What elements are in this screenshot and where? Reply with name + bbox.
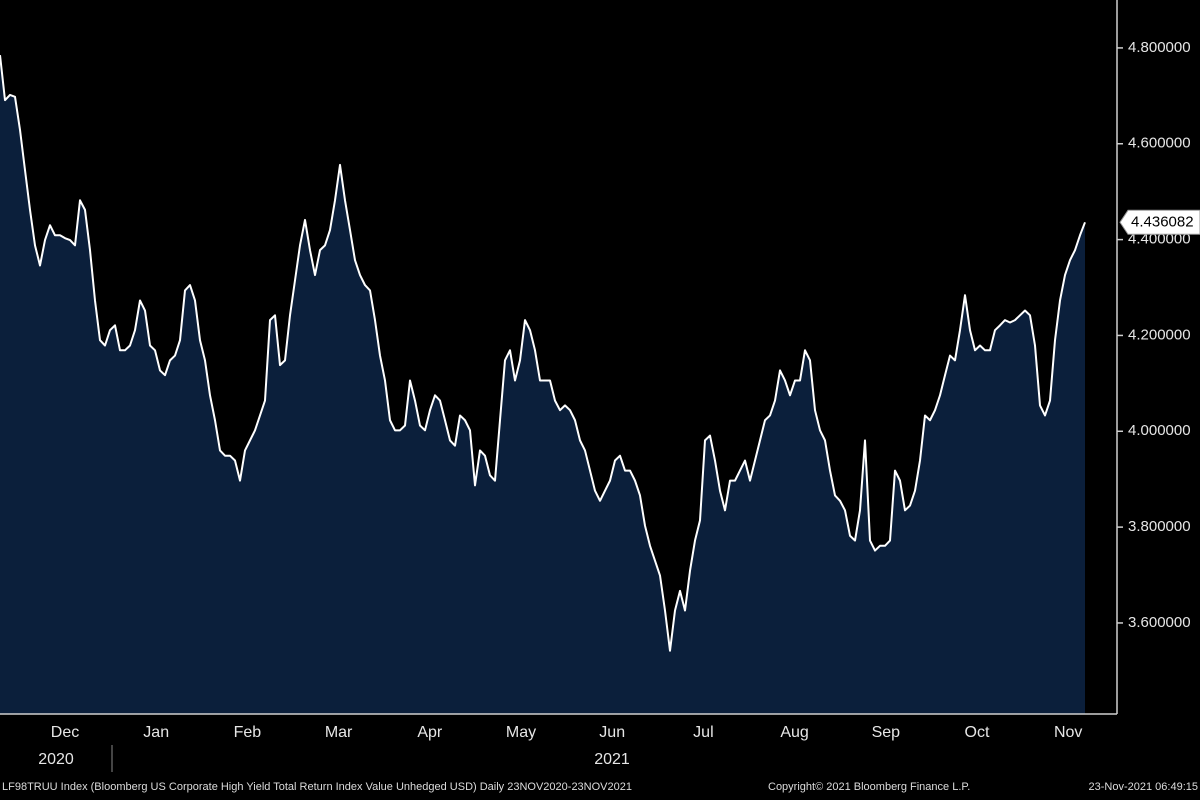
y-tick-label: 4.400000	[1128, 231, 1191, 248]
line	[0, 54, 1086, 652]
x-tick-label: Mar	[325, 724, 353, 741]
year-label: 2021	[594, 751, 630, 768]
x-tick-label: Jul	[693, 724, 713, 741]
x-tick-label: Feb	[234, 724, 262, 741]
plot-area	[0, 54, 1086, 715]
footer-copyright: Copyright© 2021 Bloomberg Finance L.P.	[768, 781, 970, 793]
x-tick-label: Oct	[965, 724, 990, 741]
x-tick-label: Aug	[780, 724, 808, 741]
y-tick-label: 3.800000	[1128, 518, 1191, 535]
last-value-box	[1119, 209, 1200, 235]
y-tick-label: 3.600000	[1128, 614, 1191, 631]
y-tick-label: 4.800000	[1128, 39, 1191, 56]
y-tick-label: 4.000000	[1128, 422, 1191, 439]
y-tick-label: 4.600000	[1128, 135, 1191, 152]
year-label: 2020	[38, 751, 74, 768]
last-value-label: 4.436082	[1131, 213, 1194, 230]
footer-timestamp: 23-Nov-2021 06:49:15	[1089, 781, 1198, 793]
x-tick-label: Jun	[599, 724, 625, 741]
x-tick-label: May	[506, 724, 536, 741]
x-tick-label: Nov	[1054, 724, 1082, 741]
x-tick-label: Apr	[417, 724, 443, 741]
x-tick-label: Jan	[143, 724, 169, 741]
footer-description: LF98TRUU Index (Bloomberg US Corporate H…	[2, 781, 632, 793]
x-tick-label: Dec	[51, 724, 79, 741]
y-tick-label: 4.200000	[1128, 326, 1191, 343]
x-tick-label: Sep	[872, 724, 901, 741]
area	[0, 55, 1085, 715]
